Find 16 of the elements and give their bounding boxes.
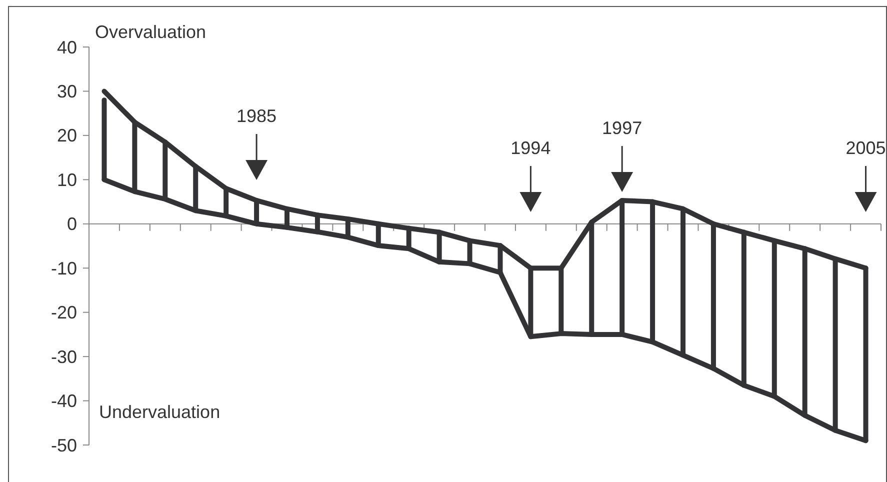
annotation: 1994 (510, 138, 551, 158)
annotation: Undervaluation (99, 402, 220, 422)
annotation: 1985 (236, 106, 277, 126)
y-tick-label: 10 (56, 170, 77, 190)
y-tick-label: -10 (50, 258, 77, 278)
annotation: 1997 (602, 118, 642, 138)
y-tick-label: -30 (50, 346, 77, 367)
y-tick-label: -20 (50, 302, 77, 323)
y-tick-label: -50 (50, 435, 77, 456)
y-tick-label: 20 (56, 126, 77, 146)
annotation: 2005 (846, 138, 886, 158)
y-tick-label: 30 (56, 82, 77, 102)
y-tick-label: -40 (50, 391, 77, 412)
y-tick-label: 0 (66, 214, 77, 234)
y-tick-label: 40 (56, 37, 77, 58)
text: Overvaluation (95, 22, 206, 42)
